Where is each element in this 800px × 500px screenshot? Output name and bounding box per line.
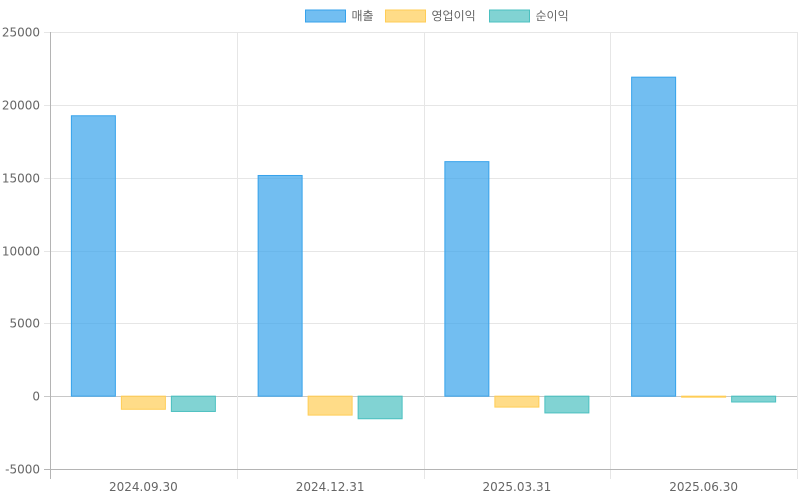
y-tick-label: -5000	[5, 463, 40, 477]
bar-2-3[interactable]	[731, 395, 777, 403]
x-tick-label: 2025.06.30	[669, 480, 738, 494]
bar-2-0[interactable]	[170, 395, 216, 412]
bar-0-2[interactable]	[444, 161, 490, 397]
bar-1-2[interactable]	[494, 395, 540, 408]
y-tick-label: 15000	[2, 172, 40, 186]
y-tick-label: 0	[32, 390, 40, 404]
grid-lines	[44, 32, 798, 479]
legend-swatch-0[interactable]	[305, 9, 346, 23]
x-tick-label: 2025.03.31	[483, 480, 552, 494]
bar-1-0[interactable]	[120, 395, 166, 410]
bar-2-1[interactable]	[357, 395, 403, 420]
legend-label-0[interactable]: 매출	[352, 9, 374, 23]
legend-label-1[interactable]: 영업이익	[432, 9, 476, 23]
y-tick-label: 5000	[9, 317, 40, 331]
bar-2-2[interactable]	[544, 395, 590, 414]
bar-1-3[interactable]	[681, 395, 727, 398]
x-tick-label: 2024.12.31	[296, 480, 365, 494]
legend-label-2[interactable]: 순이익	[536, 9, 569, 23]
y-tick-label: 10000	[2, 245, 40, 259]
y-axis-ticks: 25000 20000 15000 10000 5000 0 -5000	[2, 26, 40, 477]
x-axis-ticks: 2024.09.30 2024.12.31 2025.03.31 2025.06.30	[109, 480, 738, 494]
legend-swatch-2[interactable]	[489, 9, 530, 23]
axes	[44, 32, 797, 479]
bar-1-1[interactable]	[307, 395, 353, 416]
legend-swatch-1[interactable]	[385, 9, 426, 23]
bars	[70, 76, 777, 420]
bar-0-0[interactable]	[70, 115, 116, 397]
bar-0-3[interactable]	[631, 76, 677, 397]
bar-0-1[interactable]	[257, 174, 303, 397]
legend: 매출 영업이익 순이익	[305, 9, 569, 23]
y-tick-label: 20000	[2, 99, 40, 113]
x-tick-label: 2024.09.30	[109, 480, 178, 494]
y-tick-label: 25000	[2, 26, 40, 40]
